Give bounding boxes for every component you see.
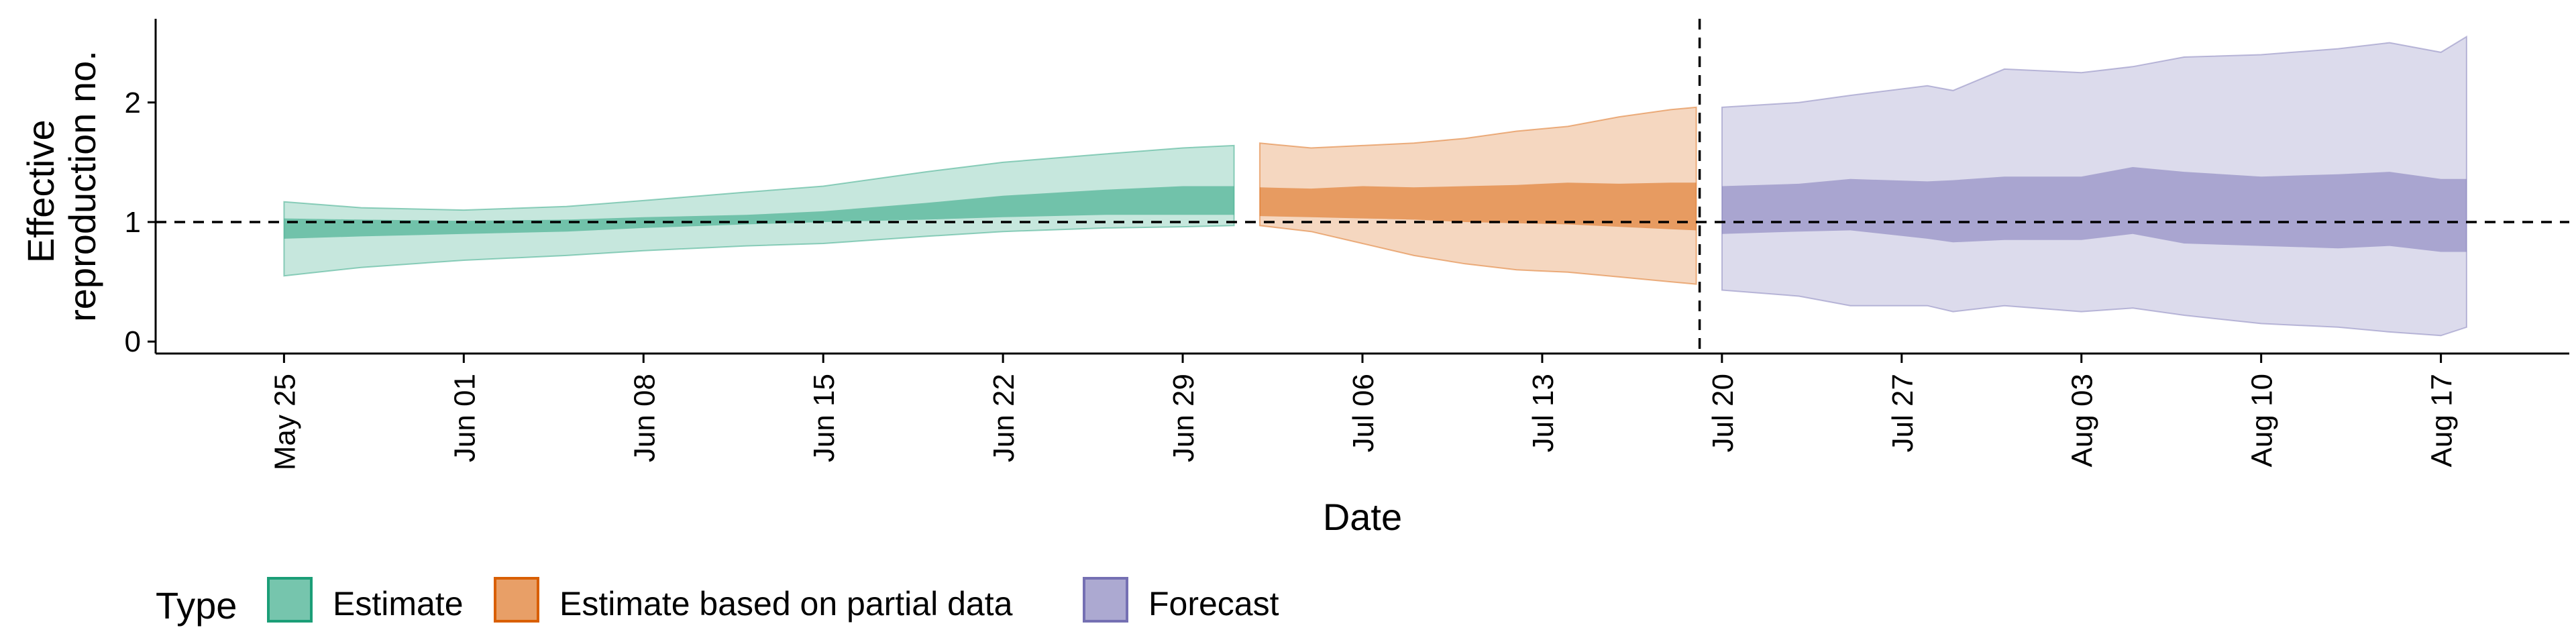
y-axis-title: Effective reproduction no. — [19, 50, 103, 322]
legend-label-2: Forecast — [1148, 585, 1279, 623]
x-tick-label: Jul 20 — [1707, 374, 1739, 452]
series-1-inner-band — [1259, 182, 1697, 231]
y-tick-label: 0 — [125, 325, 141, 358]
reference-lines — [156, 19, 2569, 354]
y-tick-label: 2 — [125, 87, 141, 119]
legend-swatch-0 — [267, 577, 313, 623]
series-0-inner-band — [284, 186, 1234, 239]
series-0 — [283, 144, 1235, 277]
legend-items: Estimate Estimate based on partial data Fo… — [267, 577, 1279, 623]
y-tick-label: 1 — [125, 206, 141, 239]
legend-swatch-2 — [1083, 577, 1128, 623]
ribbon-layer — [283, 35, 2467, 337]
y-axis-title-line-1: Effective — [19, 119, 62, 263]
legend-label-0: Estimate — [333, 585, 464, 623]
x-tick-label: Aug 03 — [2066, 374, 2099, 467]
x-axis-title: Date — [1323, 496, 1402, 538]
x-tick-label: Jun 08 — [628, 374, 661, 462]
series-0-outer-band — [283, 144, 1235, 277]
x-tick-label: Aug 17 — [2426, 374, 2459, 467]
x-tick-label: May 25 — [268, 374, 301, 470]
x-tick-label: Aug 10 — [2246, 374, 2279, 467]
legend-title: Type — [156, 584, 237, 627]
x-tick-label: Jun 15 — [808, 374, 841, 462]
x-ticks: May 25 Jun 01 Jun 08 Jun 15 Jun 22 Jun 29 Jul … — [268, 354, 2459, 470]
legend: Type Estimate Estimate based on partial d… — [156, 577, 1279, 627]
x-tick-label: Jul 13 — [1527, 374, 1560, 452]
x-tick-label: Jul 06 — [1347, 374, 1380, 452]
x-tick-label: Jun 22 — [987, 374, 1020, 462]
y-ticks: 0 1 2 — [125, 87, 156, 358]
x-tick-label: Jun 29 — [1167, 374, 1200, 462]
legend-swatch-1 — [494, 577, 539, 623]
series-1 — [1258, 106, 1697, 285]
x-tick-label: Jun 01 — [448, 374, 481, 462]
x-tick-label: Jul 27 — [1886, 374, 1919, 452]
series-2 — [1721, 35, 2467, 337]
legend-label-1: Estimate based on partial data — [559, 585, 1013, 623]
series-2-inner-band — [1721, 167, 2467, 252]
y-axis-title-line-2: reproduction no. — [61, 50, 103, 322]
